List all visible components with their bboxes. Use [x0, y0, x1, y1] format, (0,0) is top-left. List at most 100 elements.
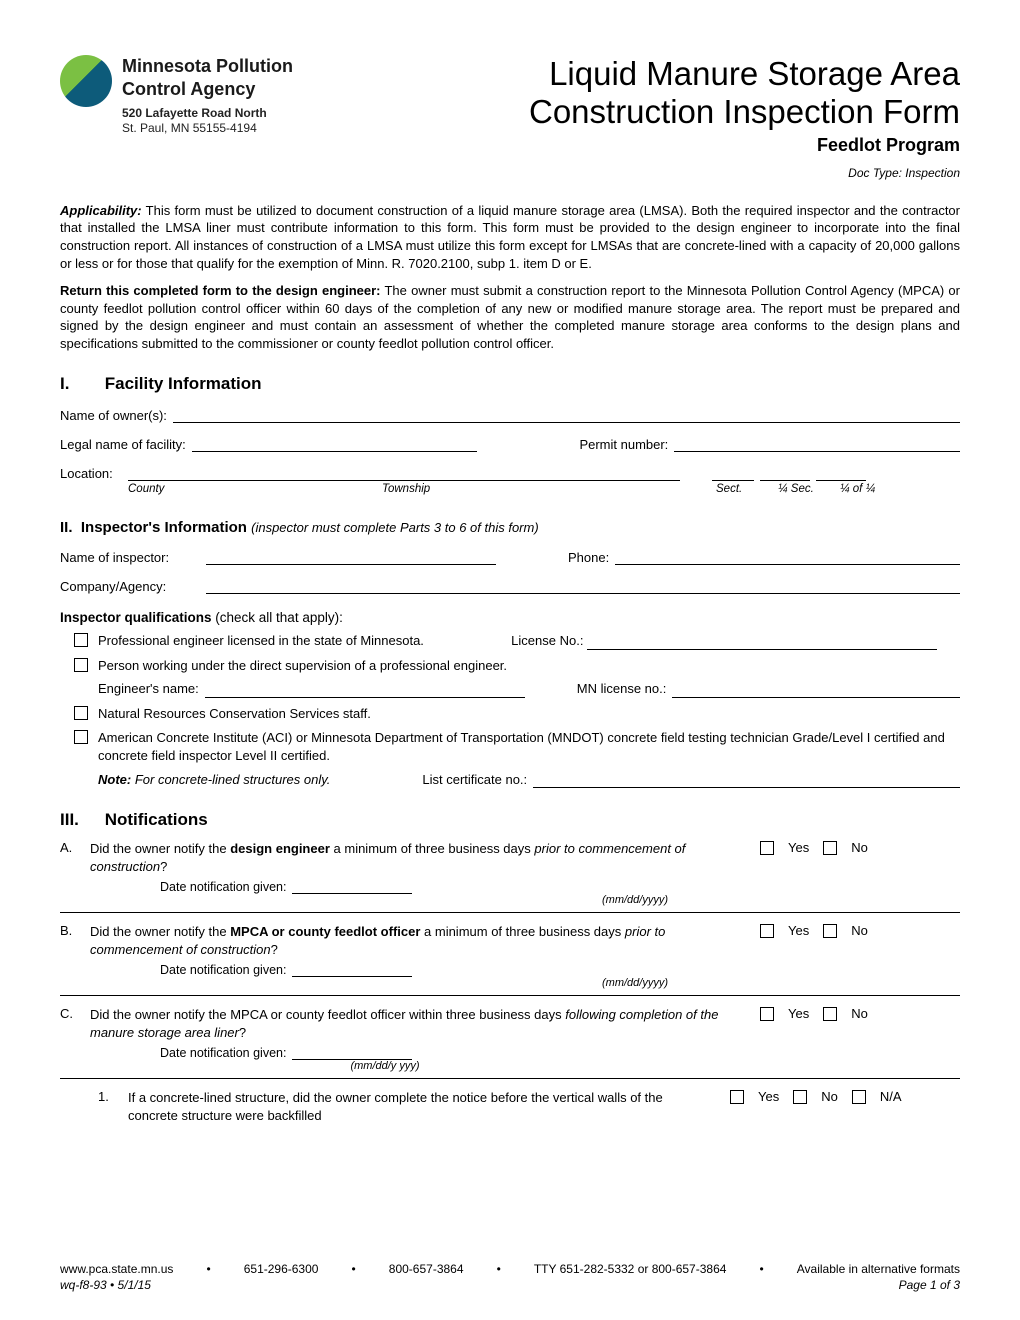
section-3-heading: III. Notifications — [60, 810, 960, 830]
qual-2-text: Person working under the direct supervis… — [98, 657, 960, 698]
cert-input[interactable] — [533, 773, 960, 788]
form-title-1: Liquid Manure Storage Area — [529, 55, 960, 93]
date-label-c: Date notification given: — [160, 1046, 286, 1060]
facility-label: Legal name of facility: — [60, 437, 186, 452]
notif-c1-yes-checkbox[interactable] — [730, 1090, 744, 1104]
notif-b-yes-checkbox[interactable] — [760, 924, 774, 938]
qqsec-input[interactable] — [816, 466, 866, 481]
facility-row: Legal name of facility: Permit number: — [60, 437, 960, 452]
qual-1-row: Professional engineer licensed in the st… — [60, 632, 960, 650]
footer-url: www.pca.state.mn.us — [60, 1262, 173, 1276]
phone-input[interactable] — [615, 550, 960, 565]
agency-text: Minnesota Pollution Control Agency 520 L… — [122, 55, 293, 136]
mn-license-label: MN license no.: — [577, 680, 667, 698]
qual-note: (check all that apply): — [212, 610, 343, 625]
notif-a-date-input[interactable] — [292, 879, 412, 894]
notif-b-date-row: Date notification given: — [160, 962, 960, 977]
license-input[interactable] — [587, 636, 937, 650]
footer-phone-2: 800-657-3864 — [389, 1262, 464, 1276]
qual-3-row: Natural Resources Conservation Services … — [60, 705, 960, 723]
mn-license-input[interactable] — [672, 683, 960, 698]
section-1-heading: I. Facility Information — [60, 374, 960, 394]
footer-page: Page 1 of 3 — [899, 1278, 960, 1292]
notif-a-question: Did the owner notify the design engineer… — [90, 840, 750, 875]
facility-input[interactable] — [192, 437, 478, 452]
section-3-num: III. — [60, 810, 100, 830]
footer-bottom: wq-f8-93 • 5/1/15 Page 1 of 3 — [60, 1278, 960, 1292]
qual-4-note: For concrete-lined structures only. — [131, 772, 330, 787]
section-2-title: Inspector's Information — [81, 519, 247, 536]
permit-input[interactable] — [674, 437, 960, 452]
notif-c-date-input[interactable] — [292, 1045, 412, 1060]
license-label: License No.: — [511, 633, 583, 648]
divider — [60, 995, 960, 996]
footer-id: wq-f8-93 • 5/1/15 — [60, 1278, 151, 1292]
doc-type: Doc Type: Inspection — [529, 166, 960, 180]
qual-4-text: American Concrete Institute (ACI) or Min… — [98, 729, 960, 788]
section-2-heading: II. Inspector's Information (inspector m… — [60, 519, 960, 536]
section-1-title: Facility Information — [105, 374, 262, 393]
notif-a-yes-checkbox[interactable] — [760, 841, 774, 855]
agency-addr-1: 520 Lafayette Road North — [122, 106, 293, 121]
notif-c1-question: If a concrete-lined structure, did the o… — [128, 1089, 720, 1124]
notif-c1-no-checkbox[interactable] — [793, 1090, 807, 1104]
notif-a-row: A. Did the owner notify the design engin… — [60, 840, 960, 875]
inspector-label: Name of inspector: — [60, 550, 200, 565]
divider — [60, 1078, 960, 1079]
section-3-title: Notifications — [105, 810, 208, 829]
company-input[interactable] — [206, 579, 960, 594]
phone-label: Phone: — [568, 550, 609, 565]
notif-b-no-checkbox[interactable] — [823, 924, 837, 938]
qual-3-checkbox[interactable] — [74, 706, 88, 720]
notif-b-yn: Yes No — [760, 923, 960, 938]
qqsec-label: ¼ of ¼ — [840, 483, 888, 495]
return-para: Return this completed form to the design… — [60, 282, 960, 352]
date-fmt-a: (mm/dd/yyyy) — [310, 894, 960, 906]
applicability-para: Applicability: This form must be utilize… — [60, 202, 960, 272]
owner-row: Name of owner(s): — [60, 408, 960, 423]
engineer-name-label: Engineer's name: — [98, 680, 199, 698]
qual-4-checkbox[interactable] — [74, 730, 88, 744]
notif-b-letter: B. — [60, 923, 80, 938]
sect-input[interactable] — [712, 466, 754, 481]
agency-name-2: Control Agency — [122, 78, 293, 101]
date-label-b: Date notification given: — [160, 963, 286, 977]
notif-a-date-row: Date notification given: — [160, 879, 960, 894]
cert-label: List certificate no.: — [422, 771, 527, 789]
location-input[interactable] — [128, 466, 680, 481]
notif-b-date-input[interactable] — [292, 962, 412, 977]
qual-1-checkbox[interactable] — [74, 633, 88, 647]
applicability-text: This form must be utilized to document c… — [60, 203, 960, 271]
qual-3-text: Natural Resources Conservation Services … — [98, 705, 960, 723]
owner-input[interactable] — [173, 408, 960, 423]
qual-4-note-lbl: Note: — [98, 772, 131, 787]
notif-a-yn: Yes No — [760, 840, 960, 855]
section-1-num: I. — [60, 374, 100, 394]
notif-c-yes-checkbox[interactable] — [760, 1007, 774, 1021]
section-2-note: (inspector must complete Parts 3 to 6 of… — [251, 520, 539, 535]
engineer-name-input[interactable] — [205, 683, 525, 698]
notif-a-no-checkbox[interactable] — [823, 841, 837, 855]
notif-c-no-checkbox[interactable] — [823, 1007, 837, 1021]
footer-contacts: www.pca.state.mn.us• 651-296-6300• 800-6… — [60, 1262, 960, 1276]
notif-c1-na-checkbox[interactable] — [852, 1090, 866, 1104]
inspector-input[interactable] — [206, 550, 496, 565]
date-fmt-c: (mm/dd/y yyy) — [345, 1060, 425, 1072]
notif-c-row: C. Did the owner notify the MPCA or coun… — [60, 1006, 960, 1041]
applicability-label: Applicability: — [60, 203, 142, 218]
location-label: Location: — [60, 466, 122, 481]
agency-logo-icon — [60, 55, 112, 107]
location-row: Location: — [60, 466, 960, 481]
location-labels: County Township Sect. ¼ Sec. ¼ of ¼ — [60, 483, 960, 495]
qual-2-row: Person working under the direct supervis… — [60, 657, 960, 698]
date-label-a: Date notification given: — [160, 880, 286, 894]
qual-2-checkbox[interactable] — [74, 658, 88, 672]
sect-label: Sect. — [716, 483, 764, 495]
notif-c1-yn: Yes No N/A — [730, 1089, 960, 1104]
qsec-input[interactable] — [760, 466, 810, 481]
qsec-label: ¼ Sec. — [778, 483, 826, 495]
notif-c1-num: 1. — [98, 1089, 118, 1104]
agency-name-1: Minnesota Pollution — [122, 55, 293, 78]
notif-c-yn: Yes No — [760, 1006, 960, 1021]
township-label: Township — [382, 483, 702, 495]
